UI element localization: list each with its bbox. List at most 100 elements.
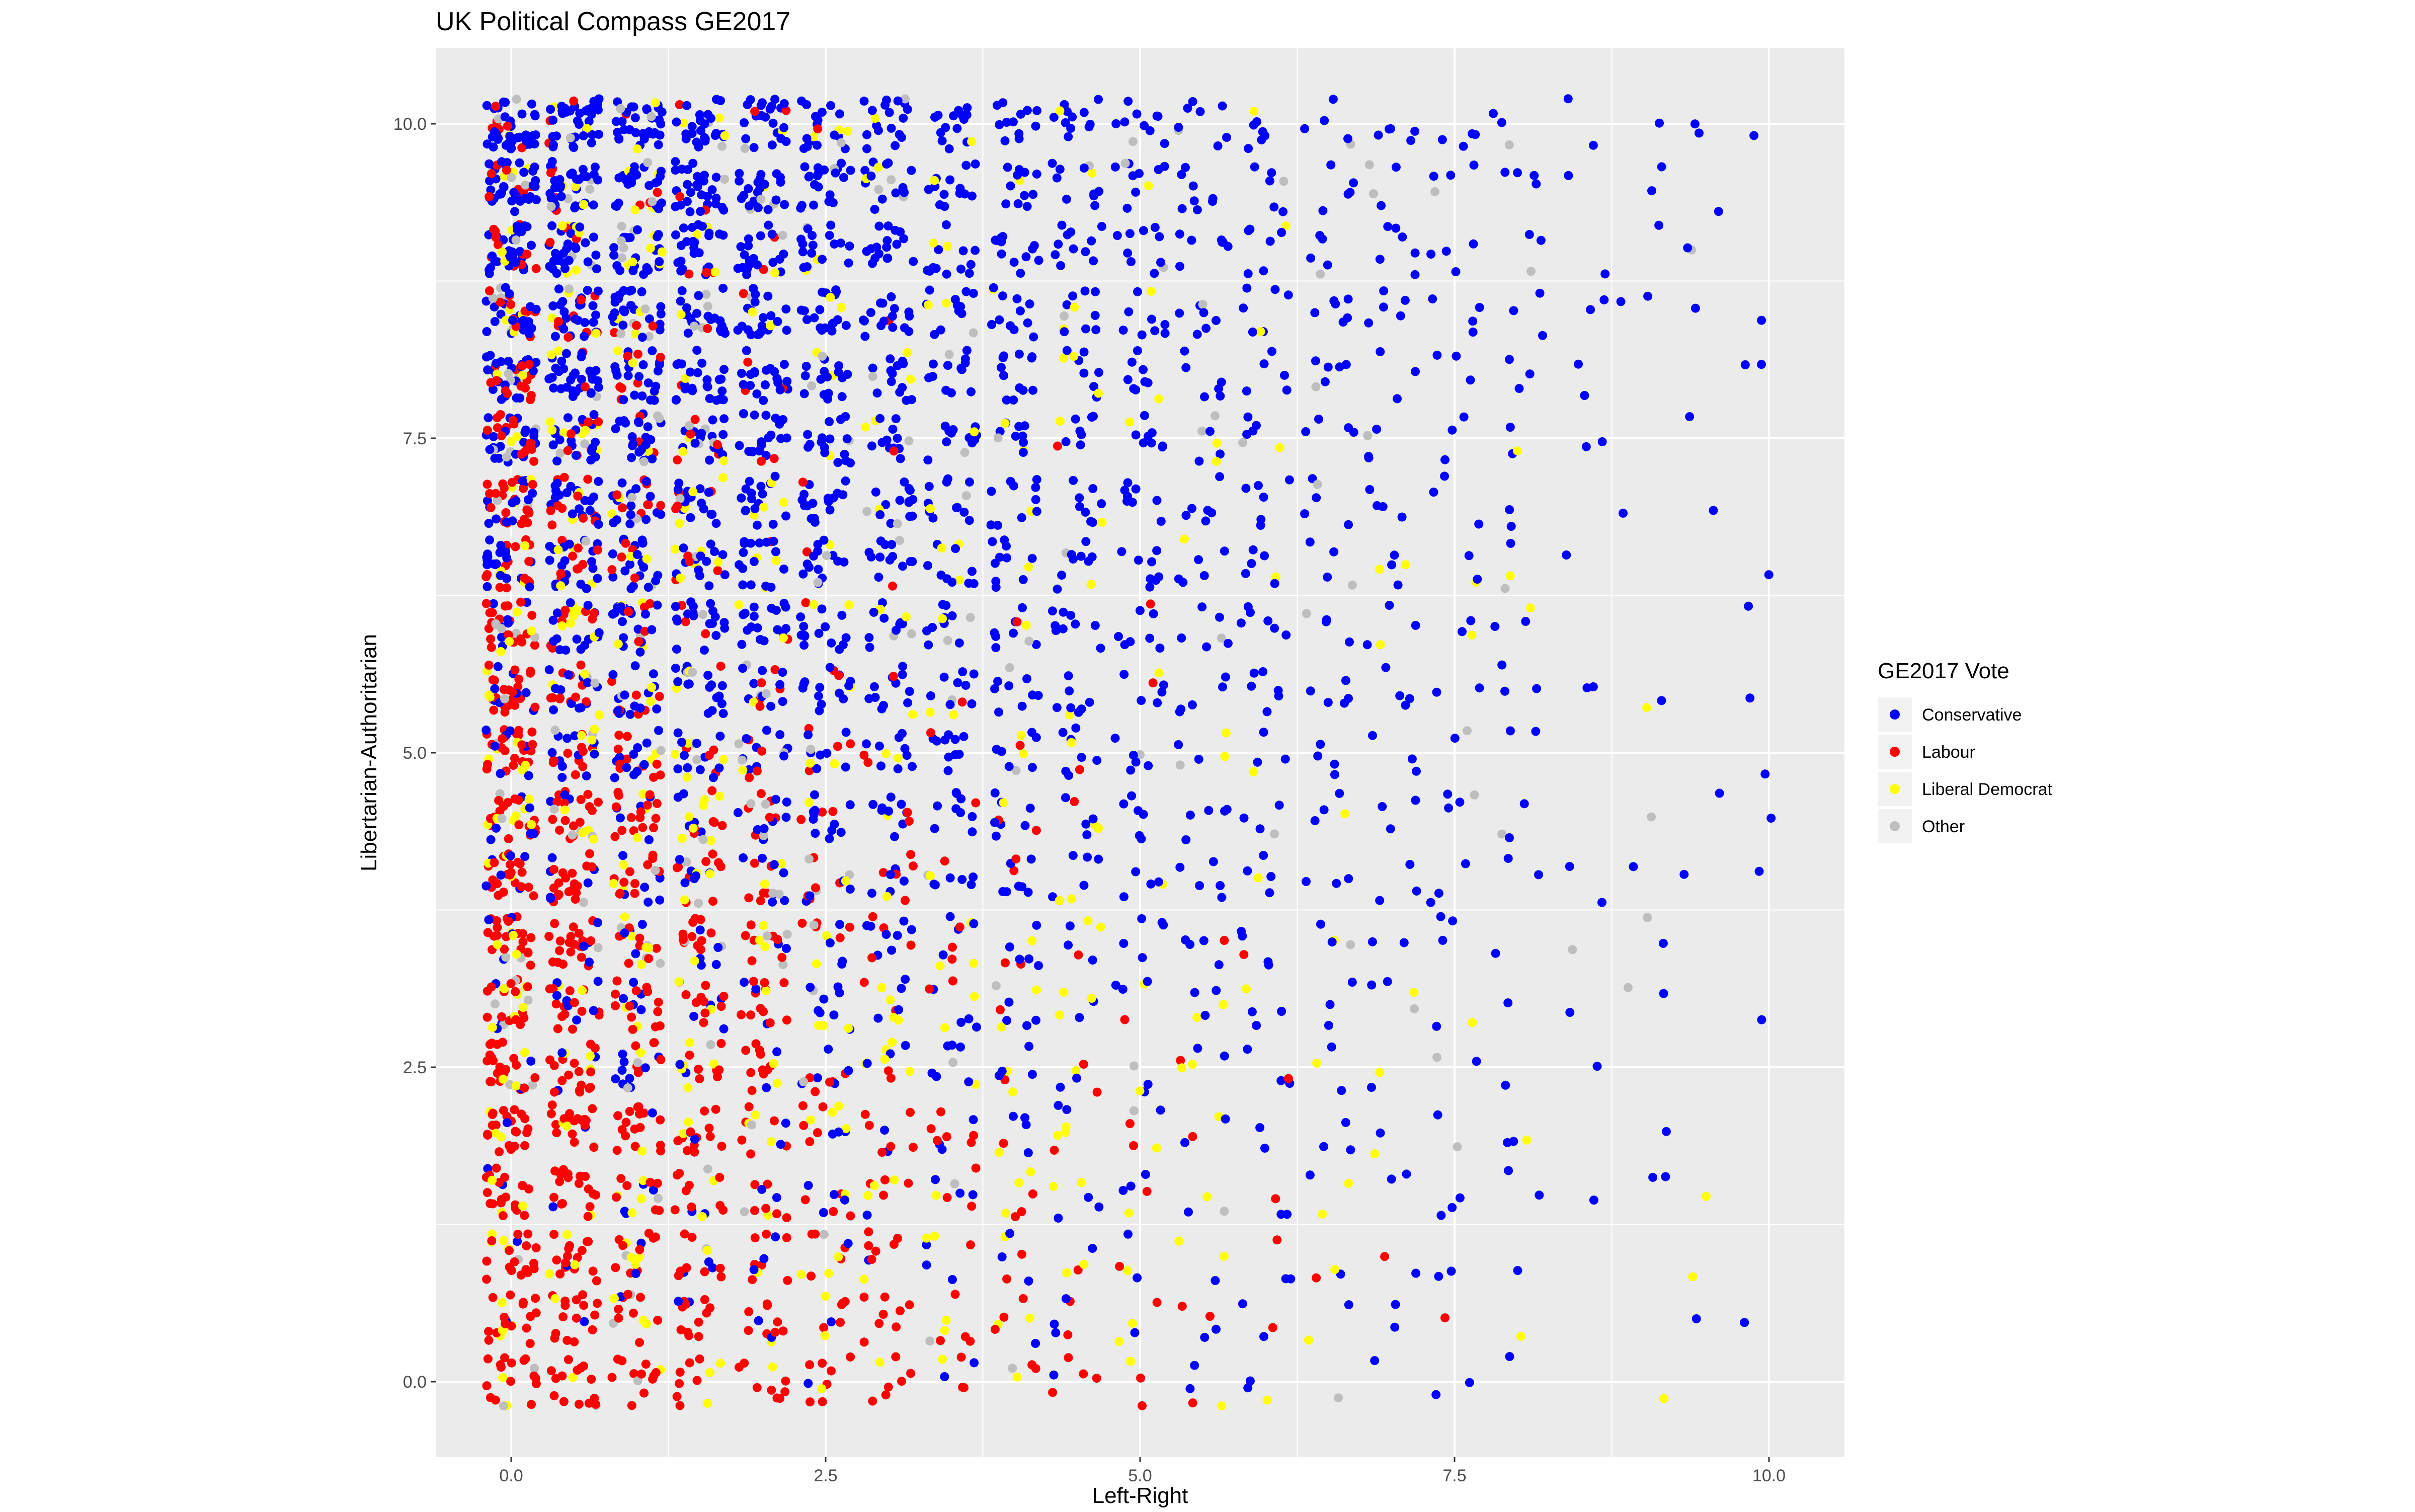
data-point-conservative <box>959 507 969 517</box>
data-point-conservative <box>590 163 600 172</box>
data-point-conservative <box>1506 538 1515 548</box>
data-point-conservative <box>817 604 827 614</box>
data-point-labour <box>695 1354 704 1364</box>
data-point-conservative <box>608 572 618 582</box>
data-point-labour <box>498 734 507 744</box>
data-point-conservative <box>837 960 847 969</box>
data-point-labour <box>818 1102 828 1111</box>
data-point-conservative <box>1127 357 1137 367</box>
data-point-conservative <box>492 559 501 569</box>
data-point-labour <box>517 740 527 750</box>
data-point-conservative <box>706 114 715 123</box>
data-point-conservative <box>695 765 705 774</box>
data-point-conservative <box>810 806 820 815</box>
data-point-conservative <box>1032 920 1041 930</box>
data-point-conservative <box>1440 471 1450 481</box>
data-point-conservative <box>1239 813 1249 823</box>
data-point-labour <box>1075 765 1084 774</box>
data-point-conservative <box>1200 1011 1210 1020</box>
data-point-conservative <box>886 354 895 364</box>
data-point-conservative <box>1429 488 1438 497</box>
data-point-liberal-democrat <box>814 1020 823 1030</box>
data-point-conservative <box>646 395 655 405</box>
data-point-conservative <box>1081 819 1091 829</box>
data-point-labour <box>562 1335 572 1345</box>
data-point-conservative <box>1220 806 1229 816</box>
data-point-conservative <box>608 609 617 619</box>
data-point-labour <box>1000 958 1010 968</box>
data-point-conservative <box>961 161 971 170</box>
data-point-labour <box>1271 1194 1280 1204</box>
data-point-other <box>1470 790 1479 800</box>
data-point-conservative <box>1391 163 1401 172</box>
data-point-conservative <box>760 180 769 189</box>
data-point-labour <box>523 1229 533 1239</box>
data-point-labour <box>761 1204 771 1213</box>
data-point-labour <box>557 1199 566 1209</box>
data-point-labour <box>708 817 718 826</box>
data-point-labour <box>484 1335 494 1345</box>
data-point-conservative <box>1562 550 1571 560</box>
data-point-conservative <box>898 662 908 671</box>
data-point-conservative <box>1111 119 1121 128</box>
data-point-conservative <box>1022 106 1032 115</box>
data-point-labour <box>623 351 632 361</box>
data-point-other <box>488 293 498 303</box>
data-point-conservative <box>628 439 638 448</box>
data-point-liberal-democrat <box>709 1059 718 1069</box>
data-point-conservative <box>1133 346 1142 355</box>
data-point-liberal-democrat <box>970 427 979 437</box>
data-point-conservative <box>1246 608 1255 617</box>
data-point-conservative <box>632 550 642 559</box>
data-point-conservative <box>572 634 582 644</box>
data-point-liberal-democrat <box>863 1190 873 1200</box>
data-point-conservative <box>656 119 666 129</box>
data-point-labour <box>573 1253 582 1262</box>
data-point-conservative <box>567 699 576 708</box>
data-point-labour <box>611 989 620 999</box>
data-point-labour <box>621 1118 631 1127</box>
data-point-conservative <box>1405 694 1414 703</box>
data-point-labour <box>690 1147 699 1157</box>
data-point-liberal-democrat <box>631 1259 640 1269</box>
data-point-liberal-democrat <box>1053 1131 1062 1140</box>
data-point-conservative <box>631 128 640 137</box>
data-point-conservative <box>762 537 771 547</box>
data-point-conservative <box>778 668 787 677</box>
data-point-labour <box>564 1355 573 1365</box>
data-point-conservative <box>628 266 638 275</box>
data-point-conservative <box>972 1022 981 1032</box>
data-point-conservative <box>694 248 704 258</box>
data-point-conservative <box>1016 109 1025 119</box>
data-point-conservative <box>594 520 603 529</box>
data-point-liberal-democrat <box>497 1298 507 1307</box>
data-point-liberal-democrat <box>680 374 690 383</box>
data-point-labour <box>641 1360 651 1369</box>
data-point-conservative <box>717 681 727 690</box>
data-point-conservative <box>1655 118 1664 128</box>
data-point-labour <box>491 233 501 242</box>
data-point-conservative <box>825 834 834 843</box>
data-point-conservative <box>1064 771 1074 780</box>
data-point-other <box>836 138 846 147</box>
data-point-other <box>549 805 559 814</box>
data-point-conservative <box>1187 504 1196 513</box>
data-point-conservative <box>840 449 849 459</box>
data-point-conservative <box>528 181 538 190</box>
data-point-labour <box>628 1308 638 1318</box>
data-point-conservative <box>1349 178 1358 188</box>
data-point-conservative <box>494 453 504 463</box>
data-point-conservative <box>834 1127 843 1137</box>
data-point-conservative <box>1131 484 1141 494</box>
data-point-labour <box>1009 866 1019 876</box>
data-point-conservative <box>580 317 590 327</box>
data-point-conservative <box>1385 601 1394 610</box>
data-point-conservative <box>1150 223 1160 232</box>
data-point-conservative <box>1135 606 1145 615</box>
data-point-labour <box>569 96 579 106</box>
data-point-labour <box>518 929 528 938</box>
data-point-conservative <box>1330 770 1339 779</box>
data-point-labour <box>546 168 555 178</box>
data-point-labour <box>482 570 492 579</box>
data-point-labour <box>818 1359 827 1368</box>
